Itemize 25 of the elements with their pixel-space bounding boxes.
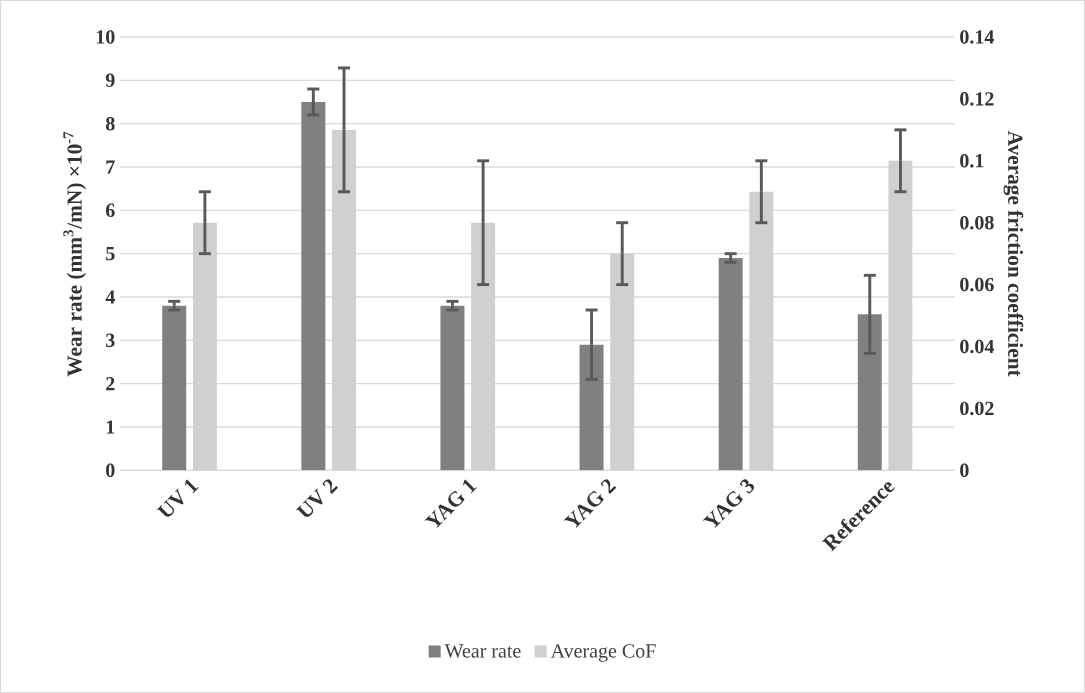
y2-tick-label: 0.08	[960, 215, 994, 230]
y2-tick-label: 0.02	[960, 401, 994, 416]
y-tick-label: 2	[106, 377, 115, 391]
x-tick-label: UV 1	[156, 479, 199, 517]
y-tick-label: 8	[105, 116, 115, 131]
y2-tick-label: 0	[960, 463, 969, 478]
y-tick-label: 3	[106, 333, 115, 348]
y-tick-label: 4	[105, 290, 115, 304]
y-tick-label: 5	[106, 247, 115, 261]
y2-tick-label: 0.06	[960, 277, 994, 292]
y-tick-label: 6	[105, 203, 115, 218]
y2-tick-label: 0.12	[960, 92, 994, 106]
legend-label: Average CoF	[550, 644, 656, 662]
y-axis-title: Wear rate (mm$^{3}$/mN) ×10$^{-7}$	[63, 131, 87, 377]
y2-tick-label: 0.04	[960, 339, 994, 354]
x-tick-label: UV 2	[296, 479, 339, 517]
y2-tick-label: 0.1	[960, 154, 984, 168]
y-tick-label: 10	[96, 30, 115, 44]
y-tick-label: 0	[106, 463, 115, 478]
y2-tick-label: 0.14	[960, 30, 994, 44]
legend-label: Wear rate	[444, 644, 521, 658]
y-tick-label: 7	[106, 160, 115, 174]
y-tick-label: 9	[105, 73, 115, 88]
y-tick-label: 1	[106, 420, 115, 434]
y2-axis-title: Average friction coefficient	[1003, 130, 1024, 377]
